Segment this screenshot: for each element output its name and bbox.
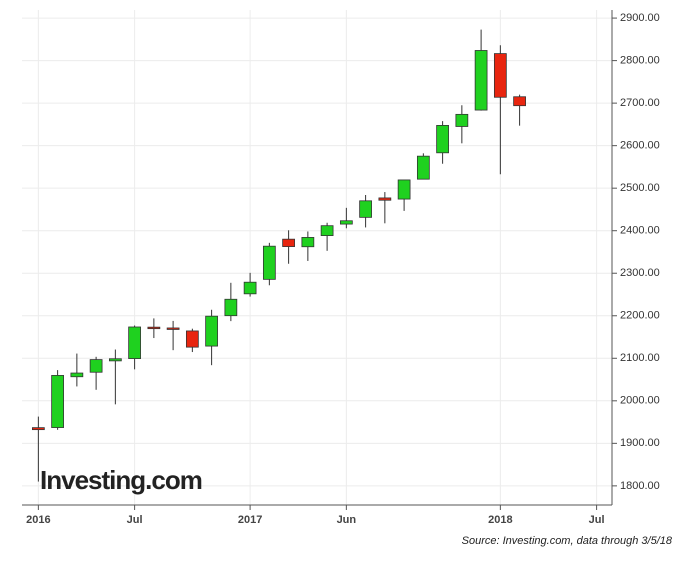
y-tick-label: 2900.00 (620, 12, 660, 24)
candle-body (166, 327, 180, 330)
y-tick-label: 2500.00 (620, 182, 660, 194)
x-tick-label: 2018 (488, 514, 512, 526)
candle-body (243, 281, 257, 295)
candle-body (301, 237, 315, 248)
y-tick-label: 2200.00 (620, 310, 660, 322)
candle-body (397, 179, 411, 200)
candle-body (205, 315, 218, 347)
candle-body (51, 375, 64, 428)
x-tick-label: 2016 (26, 514, 50, 526)
candle-body (31, 427, 45, 431)
candle-body (185, 330, 199, 348)
candle-body (493, 53, 507, 98)
y-tick-label: 2300.00 (620, 267, 660, 279)
y-tick-label: 2100.00 (620, 352, 660, 364)
y-tick-label: 2800.00 (620, 55, 660, 67)
y-tick-label: 2700.00 (620, 97, 660, 109)
candle-body (339, 220, 353, 225)
candle-body (128, 326, 141, 359)
source: Source: Investing.com, data through 3/5/… (462, 535, 673, 547)
candle-body (378, 197, 392, 201)
y-tick-label: 1800.00 (620, 480, 660, 492)
candle-body (359, 200, 372, 218)
candle-body (474, 50, 488, 111)
candle-body (455, 113, 469, 127)
watermark: Investing.com (40, 465, 202, 495)
candle-body (320, 225, 334, 236)
x-tick-label: 2017 (238, 514, 262, 526)
candle-body (89, 359, 103, 373)
candle-body (513, 96, 526, 107)
candle-body (108, 358, 122, 362)
candle-body (282, 238, 295, 247)
candle-body (262, 245, 276, 280)
x-tick-label: Jul (127, 514, 143, 526)
y-tick-label: 2000.00 (620, 395, 660, 407)
candle-body (436, 125, 449, 154)
grid (22, 10, 612, 505)
candle-body (70, 372, 84, 378)
x-tick-label: Jul (589, 514, 605, 526)
x-tick-label: Jun (337, 514, 357, 526)
candle-body (147, 326, 161, 330)
y-tick-label: 1900.00 (620, 437, 660, 449)
y-tick-label: 2400.00 (620, 225, 660, 237)
candle-body (416, 155, 430, 180)
y-tick-label: 2600.00 (620, 140, 660, 152)
candle-body (224, 298, 238, 317)
